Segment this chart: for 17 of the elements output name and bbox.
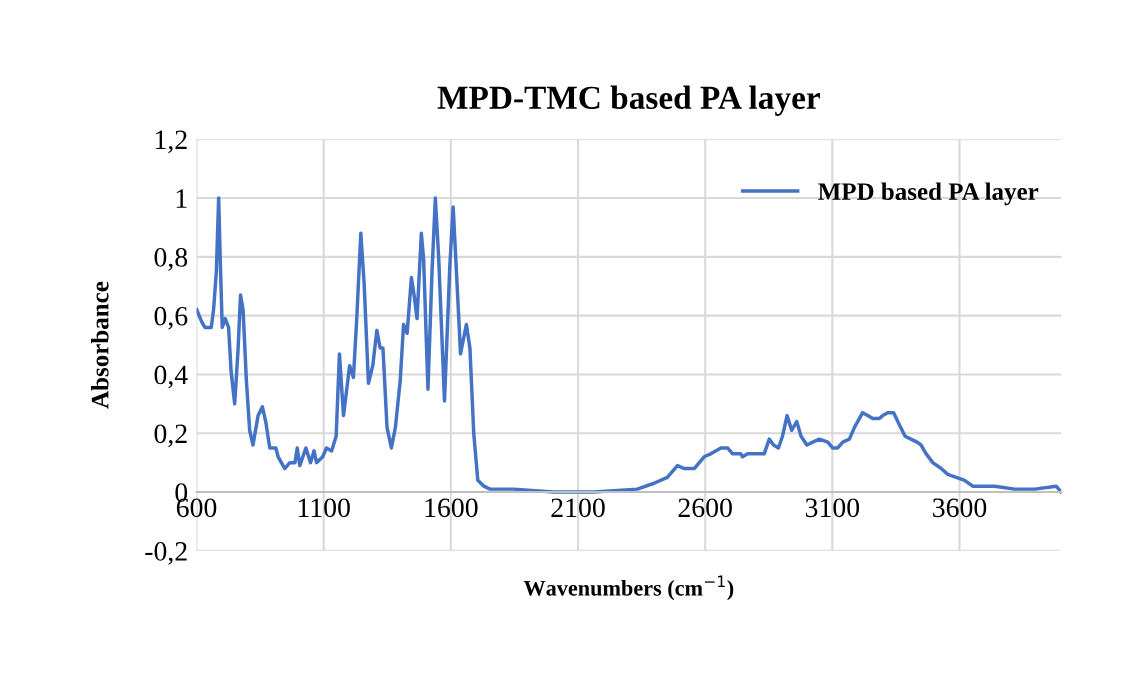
x-tick-label: 1100 <box>298 498 350 518</box>
y-tick-label: 0,8 <box>154 248 188 271</box>
legend-label: MPD based PA layer <box>818 182 1039 206</box>
x-tick-label: 3100 <box>805 498 860 518</box>
x-tick-label: 2100 <box>551 498 605 518</box>
y-tick-label: 1 <box>176 189 187 208</box>
x-axis-title: Wavenumbers (cm$^{−1}$) <box>523 575 734 601</box>
y-tick-label: 0,4 <box>154 365 188 389</box>
x-tick-label: 1600 <box>425 498 478 518</box>
y-tick-label: 1,2 <box>155 130 187 154</box>
y-tick-label: 0,2 <box>154 424 187 448</box>
x-tick-label: 2600 <box>678 498 732 518</box>
x-tick-label: 3600 <box>933 498 987 518</box>
chart-title: MPD-TMC based PA layer <box>437 85 820 116</box>
y-axis-title: Absorbance <box>90 281 109 409</box>
y-tick-label: -0,2 <box>145 542 187 565</box>
y-tick-label: 0,6 <box>154 306 188 330</box>
